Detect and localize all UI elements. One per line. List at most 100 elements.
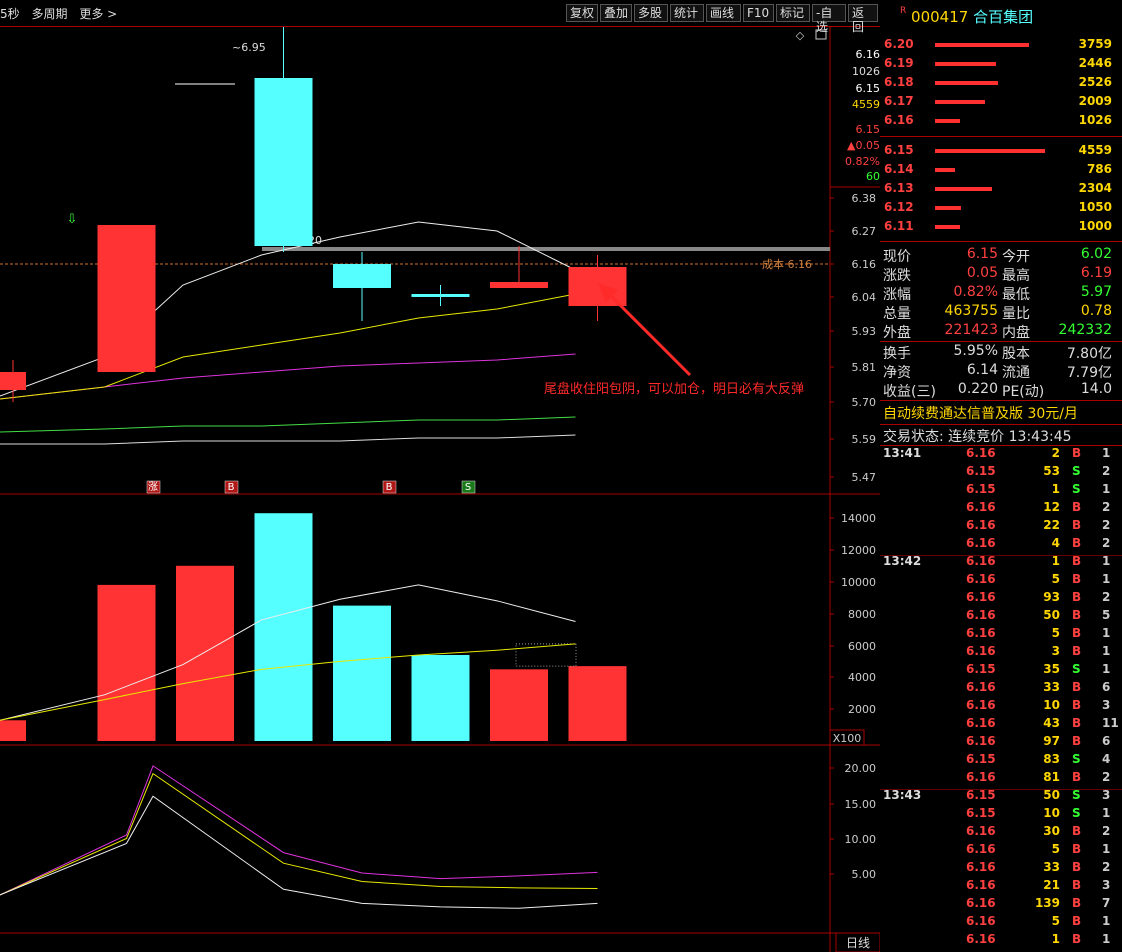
volume-tick-label: 6000 <box>848 640 876 653</box>
stat-divider <box>880 424 1122 425</box>
tick-bs: B <box>1072 878 1082 892</box>
stat-divider <box>880 445 1122 446</box>
toolbar-button-5[interactable]: F10 <box>743 4 774 22</box>
tick-vol: 5 <box>1051 842 1060 856</box>
toolbar-button-2[interactable]: 多股 <box>634 4 668 22</box>
ask-row[interactable]: 6.18 2526 <box>880 75 1122 94</box>
toolbar-button-4[interactable]: 画线 <box>706 4 741 22</box>
bid-row[interactable]: 6.13 2304 <box>880 181 1122 200</box>
ask-row[interactable]: 6.16 1026 <box>880 113 1122 132</box>
ob-volume: 2526 <box>1078 75 1112 89</box>
stat-divider <box>880 400 1122 401</box>
chart-toolbar: 5秒 多周期 更多 > 复权 叠加 多股 统计 画线 F10 标记 -自选 返回 <box>0 0 880 34</box>
ob-price: 6.19 <box>884 56 914 70</box>
tick-n: 4 <box>1102 752 1111 766</box>
tick-n: 6 <box>1102 680 1111 694</box>
tick-n: 1 <box>1102 644 1111 658</box>
tick-row: 6.16 50 B 5 <box>880 608 1122 626</box>
tick-row: 6.16 5 B 1 <box>880 914 1122 932</box>
tick-price: 6.16 <box>966 680 996 694</box>
volume-tick-label: 12000 <box>841 544 876 557</box>
window-icon <box>815 29 827 40</box>
stat-v2: 242332 <box>1058 322 1112 338</box>
stat-v1: 5.95% <box>953 343 998 359</box>
ob-price: 6.11 <box>884 219 914 233</box>
toolbar-button-0[interactable]: 复权 <box>566 4 598 22</box>
ob-bar <box>935 225 961 229</box>
ob-bar <box>935 81 998 85</box>
ob-bar <box>935 149 1045 153</box>
tick-n: 3 <box>1102 878 1111 892</box>
volume-bar <box>254 513 313 741</box>
tick-price: 6.15 <box>966 788 996 802</box>
bid-row[interactable]: 6.15 4559 <box>880 143 1122 162</box>
volume-bar <box>176 565 234 741</box>
tick-row: 6.15 1 S 1 <box>880 482 1122 500</box>
multi-period-button[interactable]: 多周期 <box>31 7 68 21</box>
tick-vol: 53 <box>1043 464 1060 478</box>
stat-v1: 0.220 <box>957 381 998 397</box>
quote-box-v2: 4559 <box>852 98 880 111</box>
kline-chart[interactable]: 6.38 6.27 6.16 6.04 5.93 5.81 5.70 5.59 5.47 6.16… <box>0 27 880 952</box>
tick-n: 1 <box>1102 572 1111 586</box>
tick-price: 6.16 <box>966 824 996 838</box>
bid-row[interactable]: 6.11 1000 <box>880 219 1122 238</box>
stat-v1: 6.14 <box>966 362 998 378</box>
bid-row[interactable]: 6.14 786 <box>880 162 1122 181</box>
tick-bs: B <box>1072 644 1082 658</box>
annotation-arrow <box>600 285 692 377</box>
bid-row[interactable]: 6.12 1050 <box>880 200 1122 219</box>
tick-row: 6.15 35 S 1 <box>880 662 1122 680</box>
ask-row[interactable]: 6.19 2446 <box>880 56 1122 75</box>
quote-box-p2: 6.15 <box>856 82 881 95</box>
tick-time: 13:42 <box>883 554 922 568</box>
price-tick-label: 6.04 <box>852 291 877 304</box>
tick-row: 6.16 21 B 3 <box>880 878 1122 896</box>
toolbar-button-8[interactable]: 返回 <box>848 4 878 34</box>
tick-row: 6.16 33 B 6 <box>880 680 1122 698</box>
tick-row: 6.16 43 B 11 <box>880 716 1122 734</box>
toolbar-button-1[interactable]: 叠加 <box>600 4 632 22</box>
down-arrow-icon: ⇩ <box>67 212 78 227</box>
stat-divider <box>880 341 1122 342</box>
tick-bs: B <box>1072 536 1082 550</box>
toolbar-button-3[interactable]: 统计 <box>670 4 704 22</box>
stock-name: 合百集团 <box>973 8 1034 26</box>
tick-vol: 35 <box>1043 662 1060 676</box>
stat-v2: 6.02 <box>1080 246 1112 262</box>
promo-banner[interactable]: 自动续费通达信普及版 30元/月 <box>883 403 1078 423</box>
tick-vol: 10 <box>1043 698 1060 712</box>
stat-l2: 最低 <box>1002 287 1030 303</box>
period-tab-label[interactable]: 日线 <box>846 936 870 950</box>
ask-row[interactable]: 6.20 3759 <box>880 37 1122 56</box>
tick-vol: 1 <box>1051 932 1060 946</box>
ob-volume: 1000 <box>1078 219 1112 233</box>
volume-bar <box>333 605 391 741</box>
quote-box-v1: 1026 <box>852 65 880 78</box>
tick-bs: B <box>1072 914 1082 928</box>
tick-row: 6.16 33 B 2 <box>880 860 1122 878</box>
marker-label: S <box>465 482 471 493</box>
marker-box <box>146 480 161 494</box>
ma-yellow-line <box>0 293 576 400</box>
tick-bs: B <box>1072 500 1082 514</box>
tick-row: 6.16 81 B 2 <box>880 770 1122 788</box>
tick-vol: 5 <box>1051 914 1060 928</box>
stat-l2: PE(动) <box>1002 384 1045 400</box>
stat-l2: 量比 <box>1002 306 1030 322</box>
toolbar-button-6[interactable]: 标记 <box>776 4 810 22</box>
indicator-purple <box>0 765 598 896</box>
more-menu-button[interactable]: 更多 > <box>79 7 118 21</box>
ob-price: 6.16 <box>884 113 914 127</box>
toolbar-button-7[interactable]: -自选 <box>812 4 846 34</box>
tick-row: 6.16 139 B 7 <box>880 896 1122 914</box>
tick-n: 2 <box>1102 770 1111 784</box>
price-tick-label: 6.16 <box>852 258 877 271</box>
tick-bs: B <box>1072 680 1082 694</box>
period-5s[interactable]: 5秒 <box>0 7 20 21</box>
ask-row[interactable]: 6.17 2009 <box>880 94 1122 113</box>
tick-vol: 50 <box>1043 608 1060 622</box>
tick-bs: B <box>1072 518 1082 532</box>
stat-v2: 14.0 <box>1080 381 1112 397</box>
tick-bs: B <box>1072 572 1082 586</box>
